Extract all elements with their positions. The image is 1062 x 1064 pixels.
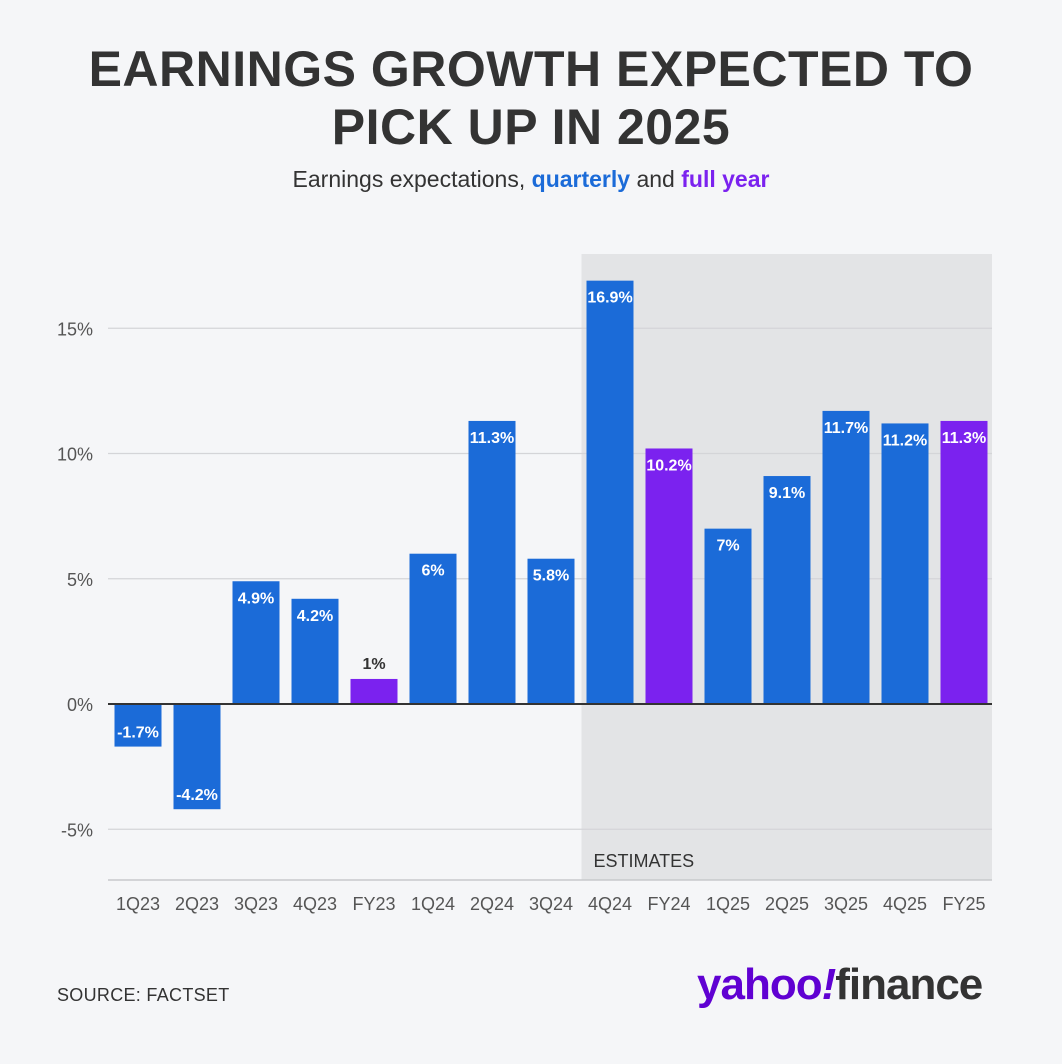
bar-fy24 bbox=[645, 448, 693, 704]
bar-1q23 bbox=[114, 704, 162, 747]
estimates-label: ESTIMATES bbox=[594, 851, 695, 871]
y-tick-label: -5% bbox=[61, 820, 93, 840]
y-tick-label: 0% bbox=[67, 695, 93, 715]
x-tick-label: 1Q25 bbox=[706, 894, 750, 914]
y-tick-label: 10% bbox=[57, 445, 93, 465]
x-tick-label: 1Q23 bbox=[116, 894, 160, 914]
data-label: -4.2% bbox=[176, 787, 218, 804]
x-tick-label: FY23 bbox=[352, 894, 395, 914]
data-label: 4.9% bbox=[238, 590, 274, 607]
data-label: 10.2% bbox=[646, 457, 691, 474]
data-label: 11.3% bbox=[470, 430, 514, 447]
data-label: 1% bbox=[362, 656, 385, 673]
data-label: 9.1% bbox=[769, 485, 805, 502]
subtitle-middle: and bbox=[630, 166, 682, 192]
title-line-1: EARNINGS GROWTH EXPECTED TO bbox=[88, 41, 974, 97]
bar-fy23 bbox=[350, 678, 398, 704]
x-tick-label: FY24 bbox=[647, 894, 690, 914]
logo-yahoo: yahoo bbox=[697, 960, 823, 1009]
bar-2q24 bbox=[468, 420, 516, 704]
bar-3q24 bbox=[527, 558, 575, 704]
data-label: 11.3% bbox=[942, 430, 986, 447]
x-tick-label: 2Q25 bbox=[765, 894, 809, 914]
x-tick-label: FY25 bbox=[942, 894, 985, 914]
bar-4q25 bbox=[881, 423, 929, 704]
y-tick-label: 5% bbox=[67, 570, 93, 590]
x-tick-label: 1Q24 bbox=[411, 894, 455, 914]
x-tick-label: 4Q24 bbox=[588, 894, 632, 914]
bar-1q24 bbox=[409, 553, 457, 704]
bar-1q25 bbox=[704, 528, 752, 704]
x-tick-label: 3Q24 bbox=[529, 894, 573, 914]
y-tick-label: 15% bbox=[57, 319, 93, 339]
source-note: SOURCE: FACTSET bbox=[57, 985, 230, 1005]
x-tick-label: 4Q23 bbox=[293, 894, 337, 914]
data-label: 7% bbox=[716, 538, 739, 555]
x-tick-label: 3Q23 bbox=[234, 894, 278, 914]
data-label: 4.2% bbox=[297, 608, 333, 625]
data-label: 11.7% bbox=[824, 420, 868, 437]
bar-fy25 bbox=[940, 420, 988, 704]
x-tick-label: 2Q23 bbox=[175, 894, 219, 914]
bar-3q23 bbox=[232, 581, 280, 704]
yahoo-finance-logo: yahoo!finance bbox=[697, 960, 983, 1010]
bar-3q25 bbox=[822, 410, 870, 704]
logo-bang: ! bbox=[821, 960, 837, 1009]
chart-subtitle: Earnings expectations, quarterly and ful… bbox=[0, 166, 1062, 193]
logo-finance: finance bbox=[835, 960, 983, 1009]
subtitle-full-year: full year bbox=[681, 166, 770, 192]
subtitle-quarterly: quarterly bbox=[531, 166, 631, 192]
x-tick-label: 3Q25 bbox=[824, 894, 868, 914]
bar-4q23 bbox=[291, 598, 339, 704]
bar-2q25 bbox=[763, 476, 811, 704]
bar-4q24 bbox=[586, 280, 634, 704]
bar-chart: -5% 0% 5% 10% 15% ESTIMATES -1.7% -4.2% 4.9% 4.2%… bbox=[57, 254, 992, 914]
bar-2q23 bbox=[173, 704, 221, 810]
title-line-2: PICK UP IN 2025 bbox=[331, 99, 731, 155]
data-label: 5.8% bbox=[533, 568, 569, 585]
chart-title: EARNINGS GROWTH EXPECTED TO PICK UP IN 2… bbox=[0, 40, 1062, 156]
data-label: 16.9% bbox=[587, 290, 632, 307]
data-label: -1.7% bbox=[117, 725, 159, 742]
x-tick-label: 4Q25 bbox=[883, 894, 927, 914]
data-label: 6% bbox=[421, 563, 444, 580]
subtitle-prefix: Earnings expectations, bbox=[292, 166, 532, 192]
data-label: 11.2% bbox=[883, 432, 927, 449]
x-tick-label: 2Q24 bbox=[470, 894, 514, 914]
